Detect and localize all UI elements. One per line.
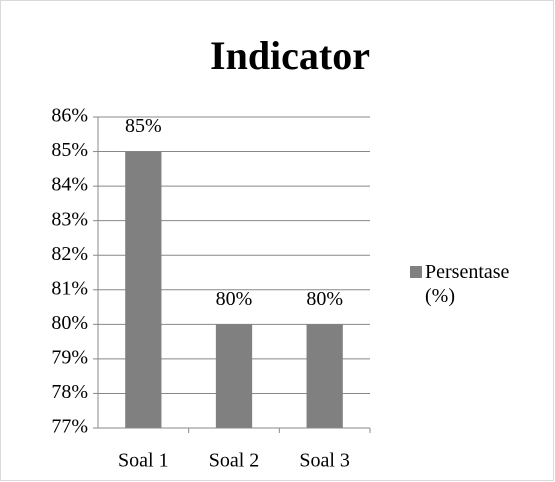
legend: Persentase (%): [410, 260, 540, 308]
bar: [306, 324, 343, 428]
y-tick-label: 81%: [51, 277, 88, 299]
y-tick-label: 86%: [51, 105, 88, 127]
y-tick-label: 77%: [51, 416, 88, 438]
y-tick-label: 79%: [51, 346, 88, 368]
y-tick-label: 85%: [51, 139, 88, 161]
y-tick-label: 82%: [51, 243, 88, 265]
bar: [215, 324, 253, 428]
y-tick-label: 84%: [51, 174, 88, 196]
x-tick-label: Soal 2: [209, 450, 260, 472]
x-tick-label: Soal 3: [299, 450, 350, 472]
legend-swatch: [410, 266, 422, 278]
legend-label: Persentase (%): [425, 261, 510, 307]
data-label: 80%: [216, 288, 253, 310]
chart-title: Indicator: [210, 33, 370, 78]
y-tick-label: 80%: [51, 312, 88, 334]
y-tick-label: 83%: [51, 208, 88, 230]
x-tick-label: Soal 1: [118, 450, 169, 472]
y-tick-label: 78%: [51, 381, 88, 403]
data-label: 85%: [125, 115, 162, 137]
data-label: 80%: [306, 288, 343, 310]
bar: [125, 151, 162, 429]
